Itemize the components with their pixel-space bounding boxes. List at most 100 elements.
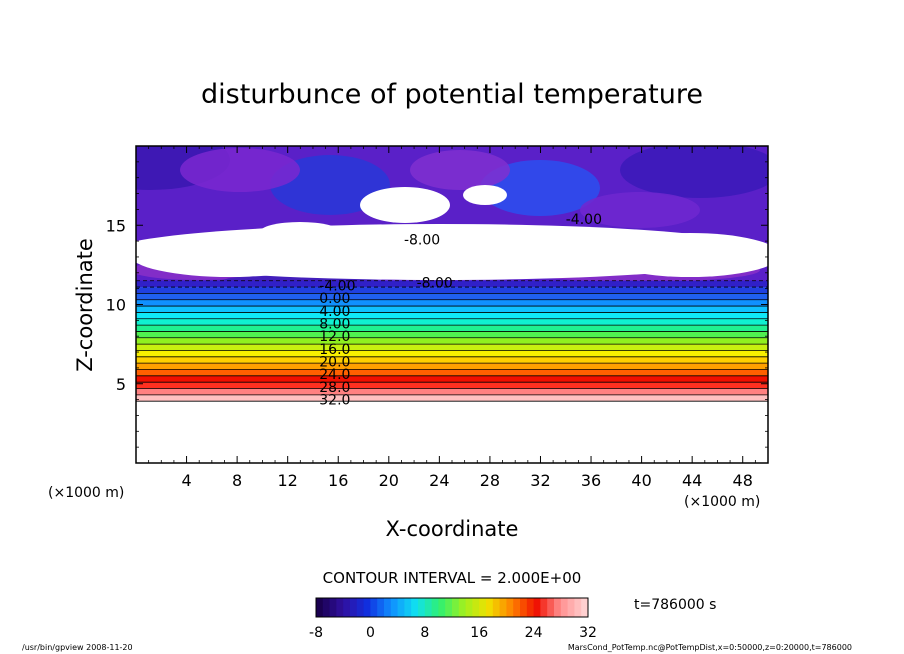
colorbar-swatch xyxy=(554,598,562,617)
stratified-bands xyxy=(136,280,768,402)
field-patch-4 xyxy=(180,148,300,192)
colorbar-swatch xyxy=(560,598,569,617)
contour-label: 28.0 xyxy=(319,380,350,396)
y-axis-ticks: 5 10 15 xyxy=(106,161,768,448)
x-axis-ticks: 4 8 12 16 20 24 28 32 36 40 44 48 xyxy=(148,146,756,490)
x-tick-label: 28 xyxy=(480,471,500,490)
colorbar-tick-label: 24 xyxy=(525,625,543,641)
colorbar-swatch xyxy=(479,598,487,617)
colorbar-swatch xyxy=(322,598,331,617)
colorbar-swatch xyxy=(356,598,365,617)
x-tick-label: 12 xyxy=(278,471,298,490)
band-10 xyxy=(136,325,768,332)
colorbar xyxy=(315,597,589,618)
colorbar-swatch xyxy=(370,598,378,617)
colorbar-swatch xyxy=(350,598,358,617)
colorbar-swatch xyxy=(472,598,480,617)
gap-6 xyxy=(260,222,340,242)
y-tick-label: 10 xyxy=(106,296,126,315)
contour-lines xyxy=(136,280,768,402)
gap-2 xyxy=(600,233,768,277)
x-tick-label: 20 xyxy=(379,471,399,490)
band-32 xyxy=(136,394,768,402)
colorbar-tick-label: 16 xyxy=(470,625,488,641)
band-16 xyxy=(136,344,768,351)
band--4 xyxy=(136,280,768,288)
contour-label: -8.00 xyxy=(417,275,453,291)
plot-area: 32.028.024.020.016.012.08.004.000.00-4.0… xyxy=(136,146,768,463)
band--2 xyxy=(136,287,768,294)
colorbar-swatch xyxy=(431,598,439,617)
colorbar-swatch xyxy=(533,598,541,617)
contour-label: 12.0 xyxy=(319,329,350,345)
colorbar-swatch xyxy=(526,598,535,617)
colorbar-tick-label: -8 xyxy=(309,625,323,641)
field-patch-2 xyxy=(480,160,600,216)
colorbar-swatch xyxy=(336,598,344,617)
chart-title: disturbunce of potential temperature xyxy=(201,79,703,110)
footer-left: /usr/bin/gpview 2008-11-20 xyxy=(22,643,133,652)
contour-label: -4.00 xyxy=(319,278,355,294)
colorbar-swatch xyxy=(513,598,521,617)
colorbar-frame xyxy=(315,597,589,618)
band-0 xyxy=(136,293,768,300)
contour-label: 24.0 xyxy=(319,367,350,383)
band-18 xyxy=(136,350,768,357)
band-14 xyxy=(136,337,768,345)
x-axis-label: X-coordinate xyxy=(386,517,519,541)
colorbar-swatch xyxy=(540,598,548,617)
band-28 xyxy=(136,382,768,389)
colorbar-swatch xyxy=(486,598,494,617)
colorbar-swatch xyxy=(397,598,405,617)
x-unit-label-left: (×1000 m) xyxy=(48,485,124,501)
gap-5 xyxy=(460,233,580,253)
contour-label: 8.00 xyxy=(319,317,350,333)
x-tick-label: 16 xyxy=(328,471,348,490)
contour-label: 4.00 xyxy=(319,304,350,320)
band-22 xyxy=(136,363,768,370)
band-8 xyxy=(136,318,768,326)
field-patch-6 xyxy=(580,192,700,228)
colorbar-swatch xyxy=(506,598,514,617)
colorbar-tick-label: 0 xyxy=(366,625,375,641)
band-20 xyxy=(136,356,768,364)
time-label: t=786000 s xyxy=(634,597,716,613)
gap-3 xyxy=(360,187,450,223)
colorbar-swatch xyxy=(452,598,460,617)
colorbar-swatch xyxy=(384,598,392,617)
colorbar-swatch xyxy=(377,598,385,617)
band-2 xyxy=(136,299,768,307)
band-30 xyxy=(136,388,768,395)
y-tick-label: 15 xyxy=(106,216,126,235)
colorbar-swatch xyxy=(418,598,426,617)
colorbar-swatch xyxy=(458,598,467,617)
colorbar-swatch xyxy=(404,598,412,617)
x-tick-label: 44 xyxy=(682,471,702,490)
x-tick-label: 24 xyxy=(429,471,449,490)
contour-label: -8.00 xyxy=(404,233,440,249)
field-patch-5 xyxy=(410,150,510,190)
colorbar-swatch xyxy=(329,598,337,617)
colorbar-swatch xyxy=(567,598,575,617)
contour-interval-label: CONTOUR INTERVAL = 2.000E+00 xyxy=(323,569,582,587)
contour-label: 20.0 xyxy=(319,355,350,371)
colorbar-tick-label: 8 xyxy=(420,625,429,641)
band-4 xyxy=(136,306,768,313)
colorbar-swatch xyxy=(438,598,446,617)
gap-4 xyxy=(463,185,507,205)
footer-right: MarsCond_PotTemp.nc@PotTempDist,x=0:5000… xyxy=(568,643,852,652)
colorbar-swatch xyxy=(363,598,371,617)
y-tick-label: 5 xyxy=(116,375,126,394)
gap-1 xyxy=(136,233,330,277)
x-tick-label: 32 xyxy=(530,471,550,490)
field-patch-3 xyxy=(620,146,768,198)
band-12 xyxy=(136,331,768,338)
colorbar-swatch xyxy=(316,598,324,617)
white-gap-regions xyxy=(136,185,768,280)
y-axis-label: Z-coordinate xyxy=(73,238,97,372)
colorbar-swatch xyxy=(581,598,589,617)
colorbar-swatch xyxy=(445,598,453,617)
colorbar-swatch xyxy=(343,598,351,617)
band-24 xyxy=(136,369,768,376)
contour-label: 16.0 xyxy=(319,342,350,358)
